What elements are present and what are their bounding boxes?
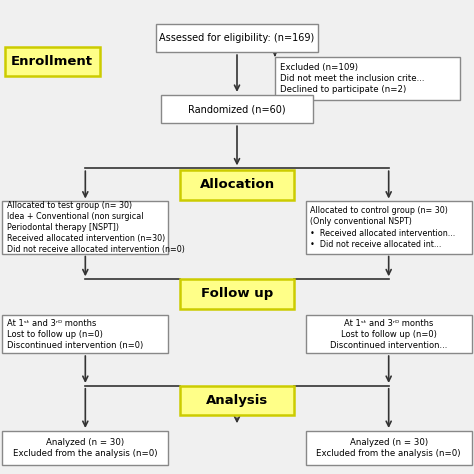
Text: Allocation: Allocation — [200, 178, 274, 191]
Text: Follow up: Follow up — [201, 287, 273, 301]
FancyBboxPatch shape — [2, 431, 168, 465]
Text: Analyzed (n = 30)
Excluded from the analysis (n=0): Analyzed (n = 30) Excluded from the anal… — [13, 438, 157, 458]
Text: Allocated to control group (n= 30)
(Only conventional NSPT)
•  Received allocate: Allocated to control group (n= 30) (Only… — [310, 206, 456, 249]
Text: Analysis: Analysis — [206, 394, 268, 407]
Text: Randomized (n=60): Randomized (n=60) — [188, 104, 286, 114]
FancyBboxPatch shape — [161, 95, 313, 123]
FancyBboxPatch shape — [2, 201, 168, 254]
FancyBboxPatch shape — [306, 201, 472, 254]
FancyBboxPatch shape — [2, 315, 168, 353]
Text: Assessed for eligibility: (n=169): Assessed for eligibility: (n=169) — [159, 33, 315, 43]
FancyBboxPatch shape — [180, 386, 294, 415]
FancyBboxPatch shape — [306, 315, 472, 353]
Text: Excluded (n=109)
Did not meet the inclusion crite...
Declined to participate (n=: Excluded (n=109) Did not meet the inclus… — [280, 63, 424, 94]
FancyBboxPatch shape — [306, 431, 472, 465]
FancyBboxPatch shape — [275, 57, 460, 100]
FancyBboxPatch shape — [156, 24, 318, 52]
Text: At 1ˢᵗ and 3ʳᴰ months
Lost to follow up (n=0)
Discontinued intervention...: At 1ˢᵗ and 3ʳᴰ months Lost to follow up … — [330, 319, 447, 350]
FancyBboxPatch shape — [180, 279, 294, 309]
Text: Analyzed (n = 30)
Excluded from the analysis (n=0): Analyzed (n = 30) Excluded from the anal… — [317, 438, 461, 458]
Text: Allocated to test group (n= 30)
Idea + Conventional (non surgical
Periodontal th: Allocated to test group (n= 30) Idea + C… — [7, 201, 185, 254]
FancyBboxPatch shape — [180, 170, 294, 200]
Text: At 1ˢᵗ and 3ʳᴰ months
Lost to follow up (n=0)
Discontinued intervention (n=0): At 1ˢᵗ and 3ʳᴰ months Lost to follow up … — [7, 319, 143, 350]
FancyBboxPatch shape — [5, 47, 100, 76]
Text: Enrollment: Enrollment — [11, 55, 93, 68]
